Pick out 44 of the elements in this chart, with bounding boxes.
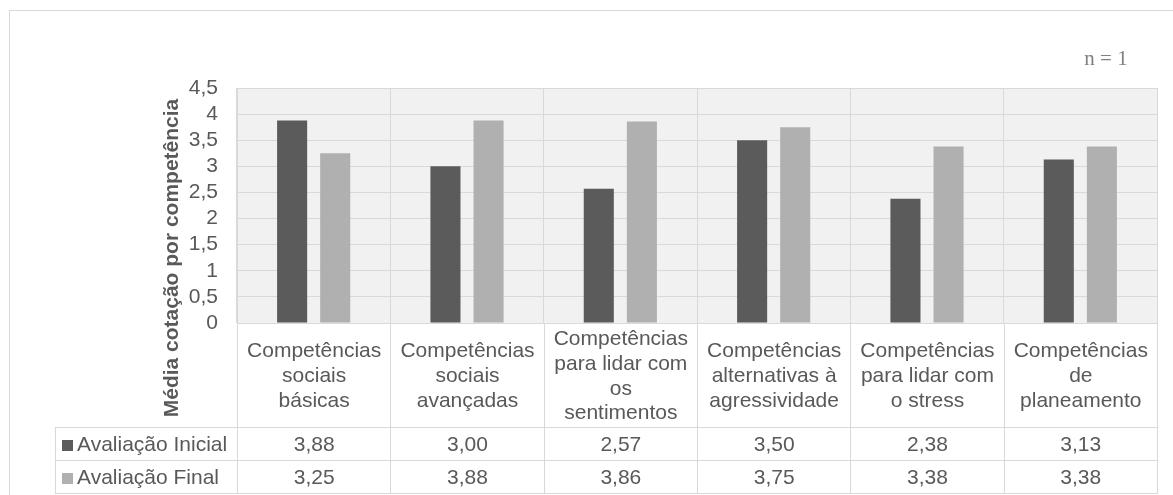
legend-label: Avaliação Final [55, 460, 238, 494]
data-label: 3,00 [390, 427, 545, 461]
bar [780, 127, 811, 323]
y-tick-label: 2 [206, 205, 218, 229]
data-label: 3,88 [390, 460, 545, 494]
text: n = 1 [1084, 45, 1128, 71]
data-label: 2,57 [544, 427, 698, 461]
legend-label: Avaliação Inicial [55, 427, 238, 461]
bar [1043, 159, 1074, 323]
y-tick-label: 1,5 [188, 231, 218, 255]
bar [737, 140, 768, 323]
bar [277, 120, 308, 323]
bar [583, 188, 614, 323]
y-tick-label: 3,5 [188, 127, 218, 151]
data-label: 3,86 [544, 460, 698, 494]
bar [430, 166, 461, 323]
x-tick-label: Competências sociais avançadas [390, 323, 545, 428]
y-tick-label: 2,5 [188, 179, 218, 203]
x-tick-label: Competências de planeamento [1004, 323, 1158, 428]
data-label: 3,38 [850, 460, 1005, 494]
y-tick-label: 3 [206, 153, 218, 177]
y-tick-label: 4 [206, 100, 219, 124]
bar [626, 121, 657, 323]
data-label: 3,25 [237, 460, 391, 494]
y-tick-label: 1 [206, 257, 218, 281]
bar [933, 146, 964, 323]
y-axis-title: Média cotação por competência [159, 98, 183, 417]
data-label: 3,50 [697, 427, 851, 461]
y-tick-label: 0 [206, 309, 218, 333]
data-label: 2,38 [850, 427, 1005, 461]
data-label: 3,75 [697, 460, 851, 494]
data-label: 3,38 [1004, 460, 1158, 494]
y-tick-label: 4,5 [188, 74, 218, 98]
bar [890, 198, 921, 323]
bar [1086, 146, 1117, 323]
x-tick-label: Competências alternativas à agressividade [697, 323, 851, 428]
bar [473, 120, 504, 323]
data-label: 3,88 [237, 427, 391, 461]
data-label: 3,13 [1004, 427, 1158, 461]
x-tick-label: Competências para lidar com o stress [850, 323, 1005, 428]
x-tick-label: Competências para lidar com os sentimentos [544, 323, 698, 428]
bar [320, 153, 351, 323]
x-tick-label: Competências sociais básicas [237, 323, 391, 428]
y-tick-label: 0,5 [188, 283, 218, 307]
